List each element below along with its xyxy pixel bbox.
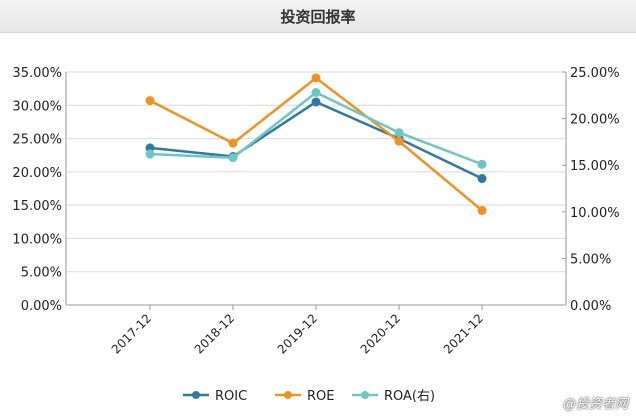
y-left-tick-label: 30.00% (12, 99, 62, 114)
chart-title: 投资回报率 (280, 7, 356, 26)
x-tick-label: 2018-12 (192, 311, 237, 356)
legend-marker-roa[interactable] (361, 391, 369, 399)
x-tick-label: 2017-12 (109, 311, 154, 356)
x-tick-label: 2020-12 (358, 311, 403, 356)
y-right-tick-label: 15.00% (570, 159, 620, 174)
legend-label-roe[interactable]: ROE (307, 389, 334, 404)
data-point-roe (394, 136, 404, 146)
y-right-tick-label: 10.00% (570, 206, 620, 221)
data-point-roic (311, 97, 321, 107)
chart-header: 投资回报率 (0, 0, 636, 33)
data-point-roa (311, 88, 321, 98)
y-right-tick-label: 5.00% (570, 252, 611, 267)
legend-marker-roic[interactable] (192, 391, 200, 399)
data-point-roa (145, 149, 155, 159)
y-left-tick-label: 20.00% (12, 166, 62, 181)
data-point-roic (477, 174, 487, 184)
y-left-tick-label: 25.00% (12, 133, 62, 148)
watermark: @投资者网 (562, 397, 628, 412)
y-right-tick-label: 0.00% (570, 299, 611, 314)
y-right-tick-label: 20.00% (570, 113, 620, 128)
legend-label-roic[interactable]: ROIC (215, 389, 247, 404)
y-right-tick-label: 25.00% (570, 66, 620, 81)
y-left-tick-label: 5.00% (21, 266, 62, 281)
x-tick-label: 2019-12 (275, 311, 320, 356)
data-point-roa (394, 128, 404, 138)
legend-label-roa[interactable]: ROA(右) (384, 389, 435, 404)
data-point-roe (477, 205, 487, 215)
x-tick-label: 2021-12 (441, 311, 486, 356)
y-left-tick-label: 0.00% (21, 299, 62, 314)
data-point-roa (228, 153, 238, 163)
series-line-roic (149, 100, 483, 180)
data-point-roe (145, 96, 155, 106)
legend-marker-roe[interactable] (284, 391, 292, 399)
y-left-tick-label: 15.00% (12, 199, 62, 214)
data-point-roe (311, 73, 321, 83)
y-left-tick-label: 10.00% (12, 232, 62, 247)
y-left-tick-label: 35.00% (12, 66, 62, 81)
data-point-roe (228, 138, 238, 148)
data-point-roa (477, 159, 487, 169)
